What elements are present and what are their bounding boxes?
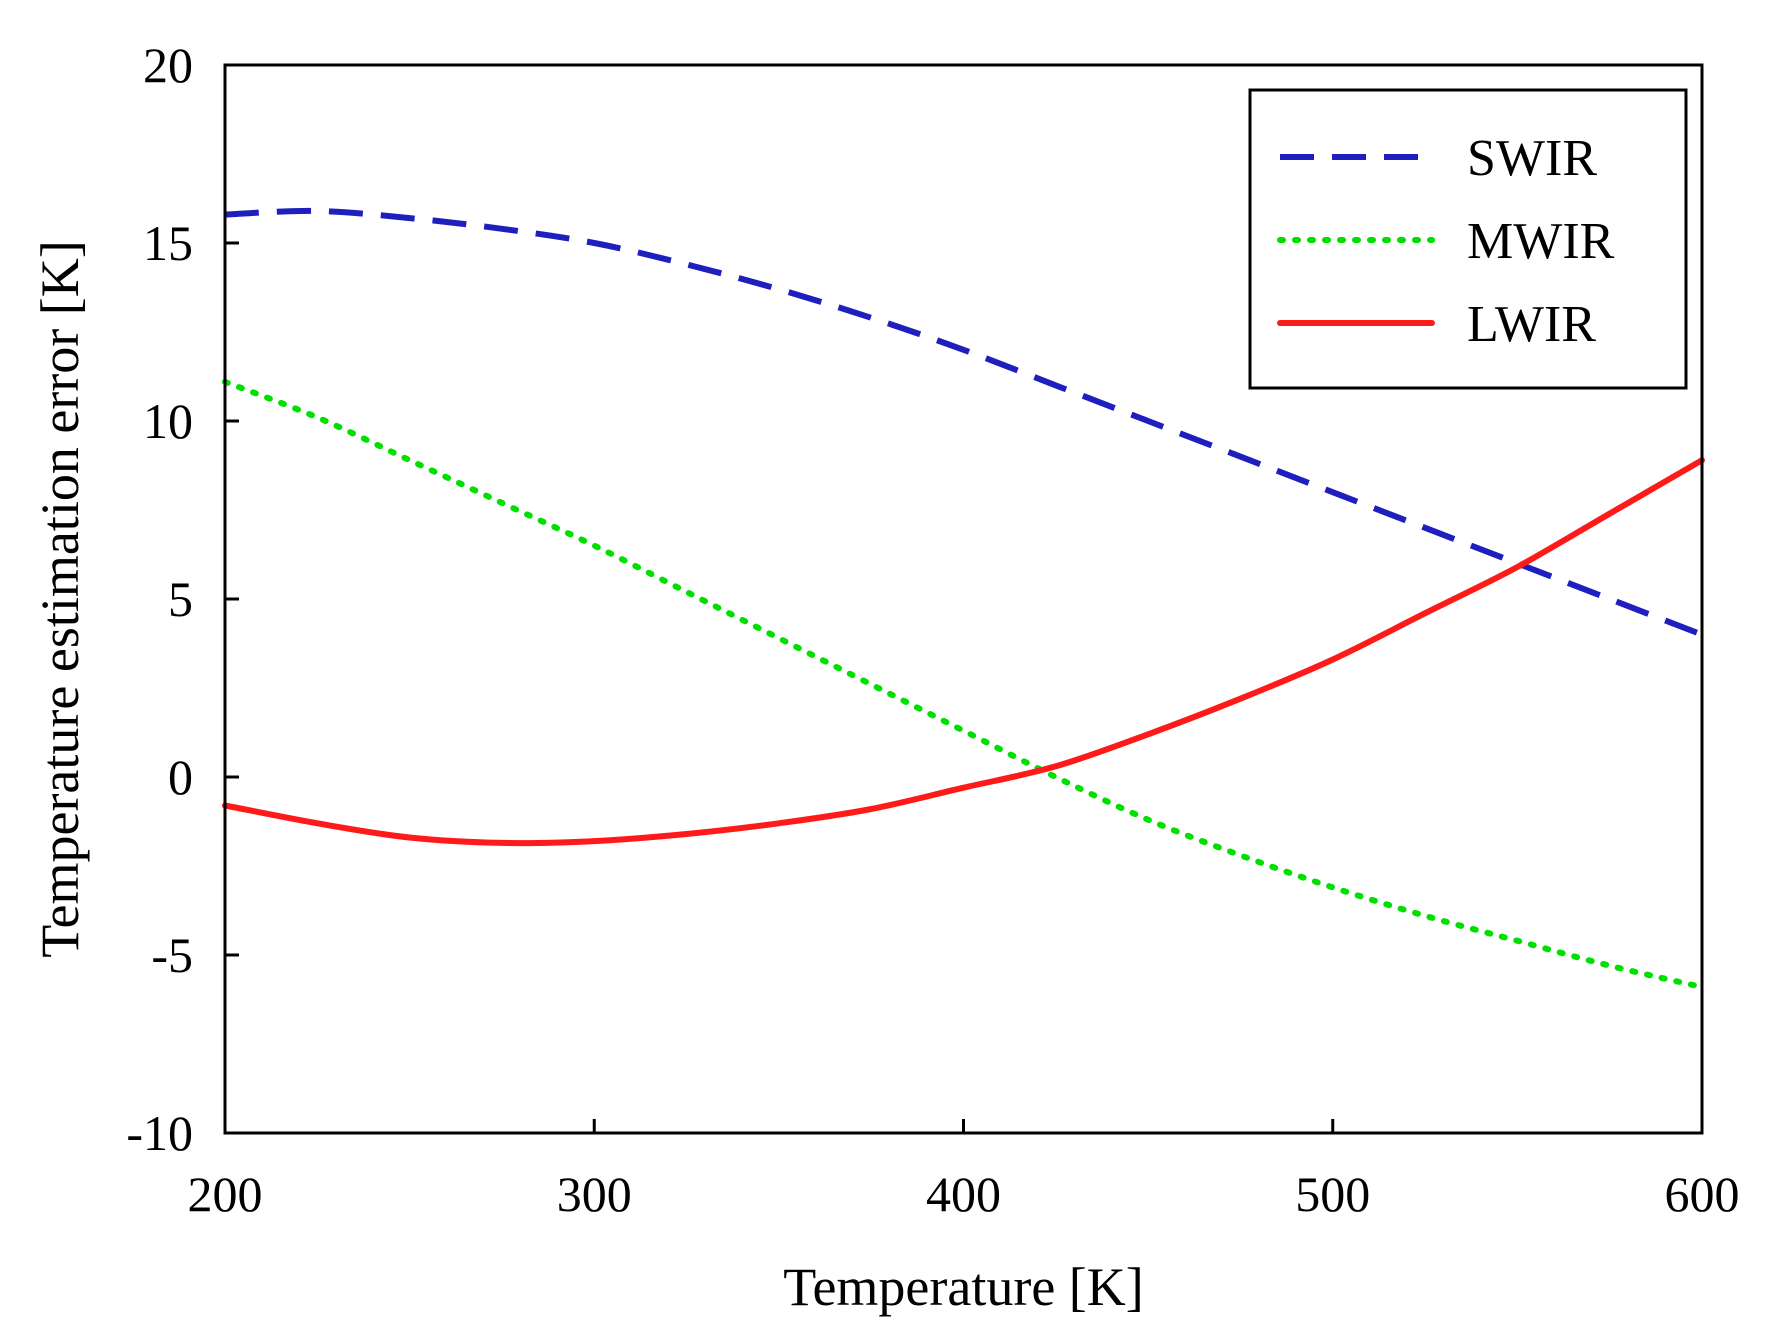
legend-label-mwir: MWIR <box>1467 213 1615 270</box>
series-line-lwir <box>222 457 1705 847</box>
legend-items: SWIR MWIR LWIR <box>1277 130 1615 353</box>
y-tick-label: 20 <box>143 37 193 93</box>
series-line-swir <box>224 207 1704 638</box>
legend-label-lwir: LWIR <box>1467 296 1596 353</box>
plot-lines <box>222 207 1705 990</box>
y-tick-label: -10 <box>126 1105 193 1161</box>
x-tick-label: 200 <box>188 1166 263 1222</box>
ticks: 200 300 400 500 600 -10 -5 0 5 10 15 20 <box>126 37 1739 1222</box>
x-tick-label: 300 <box>557 1166 632 1222</box>
y-axis-label: Temperature estimation error [K] <box>30 240 90 957</box>
x-tick-label: 500 <box>1295 1166 1370 1222</box>
y-tick-label: 15 <box>143 215 193 271</box>
x-tick-label: 600 <box>1665 1166 1740 1222</box>
y-tick-label: 0 <box>168 749 193 805</box>
x-tick-label: 400 <box>926 1166 1001 1222</box>
y-tick-label: -5 <box>151 927 193 983</box>
legend-label-swir: SWIR <box>1467 130 1597 187</box>
x-axis-label: Temperature [K] <box>783 1257 1144 1317</box>
y-tick-label: 10 <box>143 393 193 449</box>
y-tick-label: 5 <box>168 571 193 627</box>
series-line-mwir <box>222 378 1705 990</box>
legend: SWIR MWIR LWIR <box>1248 88 1688 390</box>
